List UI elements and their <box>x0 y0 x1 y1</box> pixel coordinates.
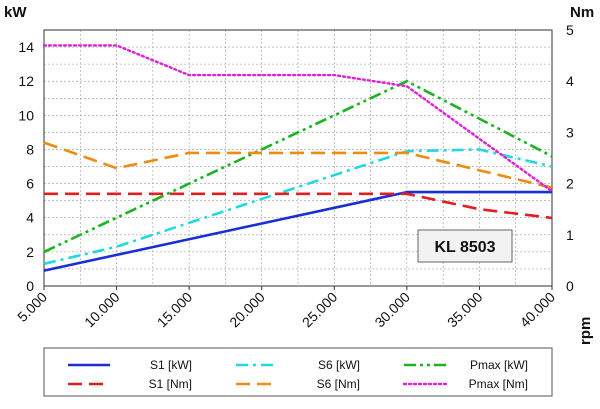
model-label: KL 8503 <box>434 239 495 256</box>
left-tick-label: 14 <box>18 39 34 55</box>
legend-label: S6 [kW] <box>318 358 360 372</box>
series-lines <box>42 44 554 272</box>
x-tick-label: 30.000 <box>371 289 413 331</box>
series-line <box>43 79 553 254</box>
legend-label: Pmax [Nm] <box>469 377 528 391</box>
x-tick-label: 15.000 <box>154 289 196 331</box>
x-axis-ticks: 5.000 10.000 15.000 20.000 25.000 30.000 35.00… <box>14 286 558 330</box>
left-tick-label: 6 <box>26 176 34 192</box>
x-tick-label: 40.000 <box>517 289 559 331</box>
x-tick-label: 20.000 <box>226 289 268 331</box>
left-tick-label: 10 <box>18 107 34 123</box>
grid <box>44 30 552 286</box>
left-tick-label: 12 <box>18 73 34 89</box>
x-tick-label: 5.000 <box>14 289 50 325</box>
legend-box <box>43 347 553 397</box>
left-tick-label: 2 <box>26 244 34 260</box>
legend: S1 [kW] S6 [kW] Pmax [kW] S1 [Nm] S6 [Nm] Pma… <box>43 347 553 397</box>
left-tick-label: 4 <box>26 210 34 226</box>
right-tick-label: 0 <box>566 278 574 294</box>
legend-label: S1 [kW] <box>150 358 192 372</box>
left-axis-ticks: 0 2 4 6 8 10 12 14 <box>18 39 34 294</box>
legend-label: Pmax [kW] <box>470 358 528 372</box>
series-line <box>42 44 554 193</box>
left-axis-title: kW <box>4 4 27 21</box>
right-tick-label: 5 <box>566 22 574 38</box>
left-tick-label: 0 <box>26 278 34 294</box>
legend-label: S1 [Nm] <box>149 377 192 391</box>
x-axis-title: rpm <box>577 317 594 345</box>
right-tick-label: 3 <box>566 124 574 140</box>
series-line <box>43 148 553 266</box>
model-label-background <box>417 229 513 263</box>
right-tick-label: 4 <box>566 73 574 89</box>
series-line <box>43 190 552 272</box>
x-tick-label: 10.000 <box>81 289 123 331</box>
right-axis-ticks: 0 1 2 3 4 5 <box>566 22 574 294</box>
plot-frame <box>43 29 553 287</box>
model-label-box: KL 8503 <box>417 229 513 263</box>
x-tick-label: 35.000 <box>444 289 486 331</box>
right-tick-label: 1 <box>566 227 574 243</box>
right-tick-label: 2 <box>566 176 574 192</box>
series-line <box>44 192 553 220</box>
left-tick-label: 8 <box>26 141 34 157</box>
right-axis-title: Nm <box>570 4 594 21</box>
series-line <box>43 141 553 189</box>
x-tick-label: 25.000 <box>299 289 341 331</box>
legend-label: S6 [Nm] <box>317 377 360 391</box>
